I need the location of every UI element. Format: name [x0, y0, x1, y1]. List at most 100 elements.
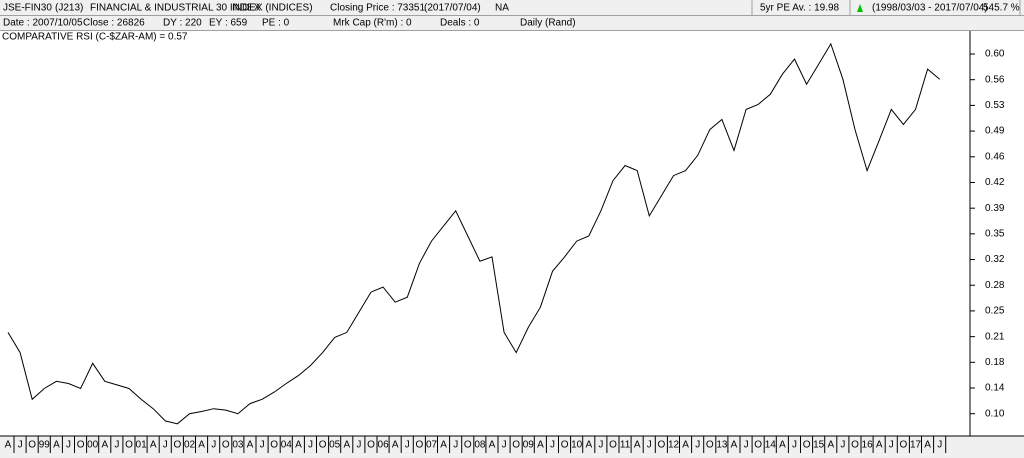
x-tick-label: A: [392, 440, 399, 451]
y-tick-label: 0.35: [985, 229, 1005, 240]
x-tick-label: 00: [87, 440, 99, 451]
x-tick-label: O: [174, 440, 182, 451]
x-tick-label: A: [198, 440, 205, 451]
x-tick-label: A: [489, 440, 496, 451]
header-field: (J213): [55, 3, 83, 14]
x-tick-label: O: [803, 440, 811, 451]
x-tick-label: O: [512, 440, 520, 451]
x-tick-label: J: [550, 440, 555, 451]
y-tick-label: 0.28: [985, 280, 1005, 291]
header-field: Mrk Cap (R'm) : 0: [333, 18, 412, 29]
x-tick-label: O: [706, 440, 714, 451]
x-tick-label: J: [66, 440, 71, 451]
y-tick-label: 0.25: [985, 306, 1005, 317]
x-tick-label: A: [295, 440, 302, 451]
x-tick-label: O: [900, 440, 908, 451]
x-tick-label: 16: [862, 440, 874, 451]
x-tick-label: A: [101, 440, 108, 451]
x-tick-label: A: [53, 440, 60, 451]
x-tick-label: 11: [620, 440, 631, 451]
y-tick-label: 0.56: [985, 74, 1005, 85]
x-tick-label: A: [343, 440, 350, 451]
y-tick-label: 0.53: [985, 100, 1005, 111]
y-tick-label: 0.42: [985, 177, 1005, 188]
header-field: Closing Price : 73351: [330, 3, 425, 14]
x-tick-label: 99: [39, 440, 51, 451]
x-tick-label: 13: [716, 440, 728, 451]
x-tick-label: J: [18, 440, 23, 451]
x-tick-label: O: [754, 440, 762, 451]
x-tick-label: O: [561, 440, 569, 451]
x-tick-label: J: [163, 440, 168, 451]
x-tick-label: A: [440, 440, 447, 451]
x-tick-label: J: [356, 440, 361, 451]
x-tick-label: O: [222, 440, 230, 451]
x-tick-label: A: [924, 440, 931, 451]
x-tick-label: J: [405, 440, 410, 451]
header-field: FINANCIAL & INDUSTRIAL 30 INDEX: [90, 3, 261, 14]
x-tick-label: 08: [474, 440, 486, 451]
x-tick-label: O: [851, 440, 859, 451]
up-arrow: [857, 4, 863, 12]
x-tick-label: J: [260, 440, 265, 451]
x-tick-label: A: [827, 440, 834, 451]
x-tick-label: 02: [184, 440, 196, 451]
x-tick-label: 04: [281, 440, 293, 451]
x-tick-label: A: [537, 440, 544, 451]
header-field: Deals : 0: [440, 18, 480, 29]
x-tick-label: O: [270, 440, 278, 451]
x-tick-label: J: [937, 440, 942, 451]
header-field: INDEX (INDICES): [232, 3, 313, 14]
x-tick-label: A: [634, 440, 641, 451]
x-tick-label: 15: [813, 440, 825, 451]
header-field: JSE-FIN30: [3, 3, 52, 14]
header-field: Date : 2007/10/05: [3, 18, 83, 29]
x-tick-label: A: [682, 440, 689, 451]
header-field: Close : 26826: [83, 18, 145, 29]
x-tick-label: O: [28, 440, 36, 451]
y-tick-label: 0.18: [985, 357, 1005, 368]
x-tick-label: O: [464, 440, 472, 451]
x-tick-label: 06: [378, 440, 390, 451]
x-tick-label: 09: [523, 440, 535, 451]
y-tick-label: 0.14: [985, 383, 1005, 394]
x-tick-label: 17: [910, 440, 922, 451]
header-field: 5yr PE Av. : 19.98: [760, 3, 840, 14]
header-field: Daily (Rand): [520, 18, 576, 29]
x-tick-label: A: [876, 440, 883, 451]
x-tick-label: 05: [329, 440, 341, 451]
x-tick-label: A: [731, 440, 738, 451]
x-tick-label: J: [308, 440, 313, 451]
x-tick-label: J: [211, 440, 216, 451]
x-tick-label: O: [658, 440, 666, 451]
plot-bg: [0, 31, 1024, 436]
x-tick-label: A: [5, 440, 12, 451]
x-tick-label: J: [840, 440, 845, 451]
x-tick-label: J: [502, 440, 507, 451]
x-tick-label: O: [609, 440, 617, 451]
x-tick-label: J: [114, 440, 119, 451]
x-tick-label: J: [695, 440, 700, 451]
x-tick-label: 03: [232, 440, 244, 451]
rsi-line: [7, 42, 941, 425]
y-tick-label: 0.10: [985, 408, 1005, 419]
chart-title: COMPARATIVE RSI (C-$ZAR-AM) = 0.57: [2, 32, 188, 43]
x-tick-label: O: [416, 440, 424, 451]
y-tick-label: 0.39: [985, 203, 1005, 214]
x-tick-label: O: [319, 440, 327, 451]
x-tick-label: J: [792, 440, 797, 451]
x-tick-label: A: [247, 440, 254, 451]
x-tick-label: O: [125, 440, 133, 451]
x-tick-label: 07: [426, 440, 438, 451]
y-tick-label: 0.60: [985, 49, 1005, 60]
x-tick-label: A: [779, 440, 786, 451]
header-field: (2017/07/04): [424, 3, 481, 14]
header-field: DY : 220: [163, 18, 202, 29]
x-tick-label: 14: [765, 440, 777, 451]
y-tick-label: 0.49: [985, 126, 1005, 137]
x-tick-label: A: [585, 440, 592, 451]
y-tick-label: 0.21: [985, 331, 1005, 342]
x-tick-label: J: [598, 440, 603, 451]
